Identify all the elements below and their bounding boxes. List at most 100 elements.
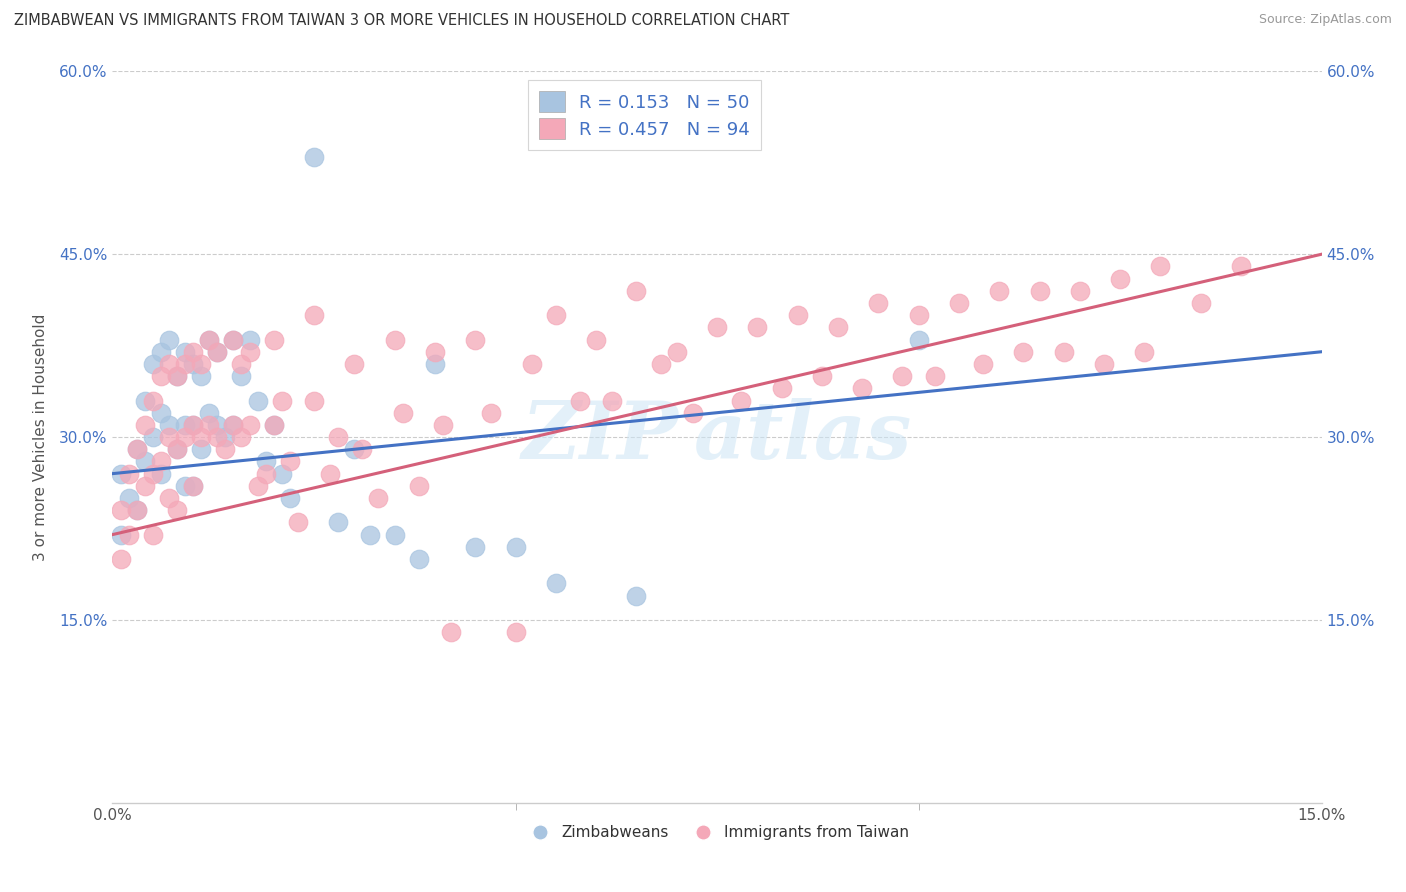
Point bbox=[440, 625, 463, 640]
Point bbox=[948, 296, 970, 310]
Point bbox=[190, 357, 212, 371]
Point bbox=[231, 430, 253, 444]
Point bbox=[585, 333, 607, 347]
Point bbox=[432, 417, 454, 432]
Point bbox=[505, 540, 527, 554]
Point bbox=[891, 369, 914, 384]
Point bbox=[174, 357, 197, 371]
Point bbox=[149, 344, 172, 359]
Point bbox=[254, 454, 277, 468]
Point bbox=[190, 369, 212, 384]
Point bbox=[384, 333, 406, 347]
Point bbox=[391, 406, 413, 420]
Point bbox=[157, 430, 180, 444]
Point bbox=[328, 516, 350, 530]
Point bbox=[352, 442, 374, 457]
Point bbox=[626, 284, 648, 298]
Point bbox=[770, 381, 793, 395]
Point bbox=[924, 369, 946, 384]
Point bbox=[207, 344, 229, 359]
Point bbox=[1053, 344, 1076, 359]
Point bbox=[149, 406, 172, 420]
Point bbox=[207, 417, 229, 432]
Point bbox=[302, 393, 325, 408]
Point bbox=[157, 333, 180, 347]
Point bbox=[544, 576, 567, 591]
Point bbox=[682, 406, 704, 420]
Point bbox=[222, 333, 245, 347]
Point bbox=[423, 357, 446, 371]
Point bbox=[907, 333, 929, 347]
Point bbox=[198, 333, 221, 347]
Point bbox=[254, 467, 277, 481]
Point bbox=[278, 454, 301, 468]
Point bbox=[1189, 296, 1212, 310]
Point bbox=[134, 393, 156, 408]
Text: Source: ZipAtlas.com: Source: ZipAtlas.com bbox=[1258, 13, 1392, 27]
Point bbox=[174, 344, 197, 359]
Point bbox=[367, 491, 389, 505]
Point bbox=[868, 296, 890, 310]
Point bbox=[786, 308, 808, 322]
Point bbox=[231, 369, 253, 384]
Point bbox=[222, 333, 245, 347]
Point bbox=[246, 393, 269, 408]
Point bbox=[263, 417, 285, 432]
Point bbox=[1092, 357, 1115, 371]
Point bbox=[157, 417, 180, 432]
Text: ZIMBABWEAN VS IMMIGRANTS FROM TAIWAN 3 OR MORE VEHICLES IN HOUSEHOLD CORRELATION: ZIMBABWEAN VS IMMIGRANTS FROM TAIWAN 3 O… bbox=[14, 13, 789, 29]
Point bbox=[287, 516, 309, 530]
Point bbox=[827, 320, 849, 334]
Point bbox=[222, 417, 245, 432]
Point bbox=[174, 417, 197, 432]
Y-axis label: 3 or more Vehicles in Household: 3 or more Vehicles in Household bbox=[32, 313, 48, 561]
Point bbox=[747, 320, 769, 334]
Point bbox=[117, 491, 139, 505]
Point bbox=[479, 406, 502, 420]
Point bbox=[110, 467, 132, 481]
Point bbox=[134, 479, 156, 493]
Point bbox=[125, 503, 148, 517]
Point bbox=[222, 417, 245, 432]
Point bbox=[134, 417, 156, 432]
Point bbox=[278, 491, 301, 505]
Point bbox=[359, 527, 381, 541]
Point bbox=[125, 442, 148, 457]
Point bbox=[730, 393, 752, 408]
Text: ZIP atlas: ZIP atlas bbox=[522, 399, 912, 475]
Point bbox=[142, 467, 165, 481]
Point bbox=[811, 369, 834, 384]
Point bbox=[142, 357, 165, 371]
Point bbox=[1109, 271, 1132, 285]
Point bbox=[988, 284, 1011, 298]
Point bbox=[319, 467, 342, 481]
Point bbox=[328, 430, 350, 444]
Point bbox=[520, 357, 543, 371]
Point bbox=[198, 417, 221, 432]
Point bbox=[110, 552, 132, 566]
Point bbox=[110, 527, 132, 541]
Point bbox=[174, 430, 197, 444]
Point bbox=[207, 344, 229, 359]
Point bbox=[600, 393, 623, 408]
Point bbox=[142, 430, 165, 444]
Point bbox=[343, 357, 366, 371]
Point bbox=[665, 344, 688, 359]
Point bbox=[198, 406, 221, 420]
Legend: Zimbabweans, Immigrants from Taiwan: Zimbabweans, Immigrants from Taiwan bbox=[519, 819, 915, 847]
Point bbox=[134, 454, 156, 468]
Point bbox=[408, 479, 430, 493]
Point bbox=[181, 417, 204, 432]
Point bbox=[1133, 344, 1156, 359]
Point bbox=[302, 150, 325, 164]
Point bbox=[166, 369, 188, 384]
Point bbox=[181, 479, 204, 493]
Point bbox=[464, 540, 486, 554]
Point bbox=[384, 527, 406, 541]
Point bbox=[149, 454, 172, 468]
Point bbox=[270, 393, 292, 408]
Point bbox=[117, 467, 139, 481]
Point bbox=[270, 467, 292, 481]
Point bbox=[343, 442, 366, 457]
Point bbox=[110, 503, 132, 517]
